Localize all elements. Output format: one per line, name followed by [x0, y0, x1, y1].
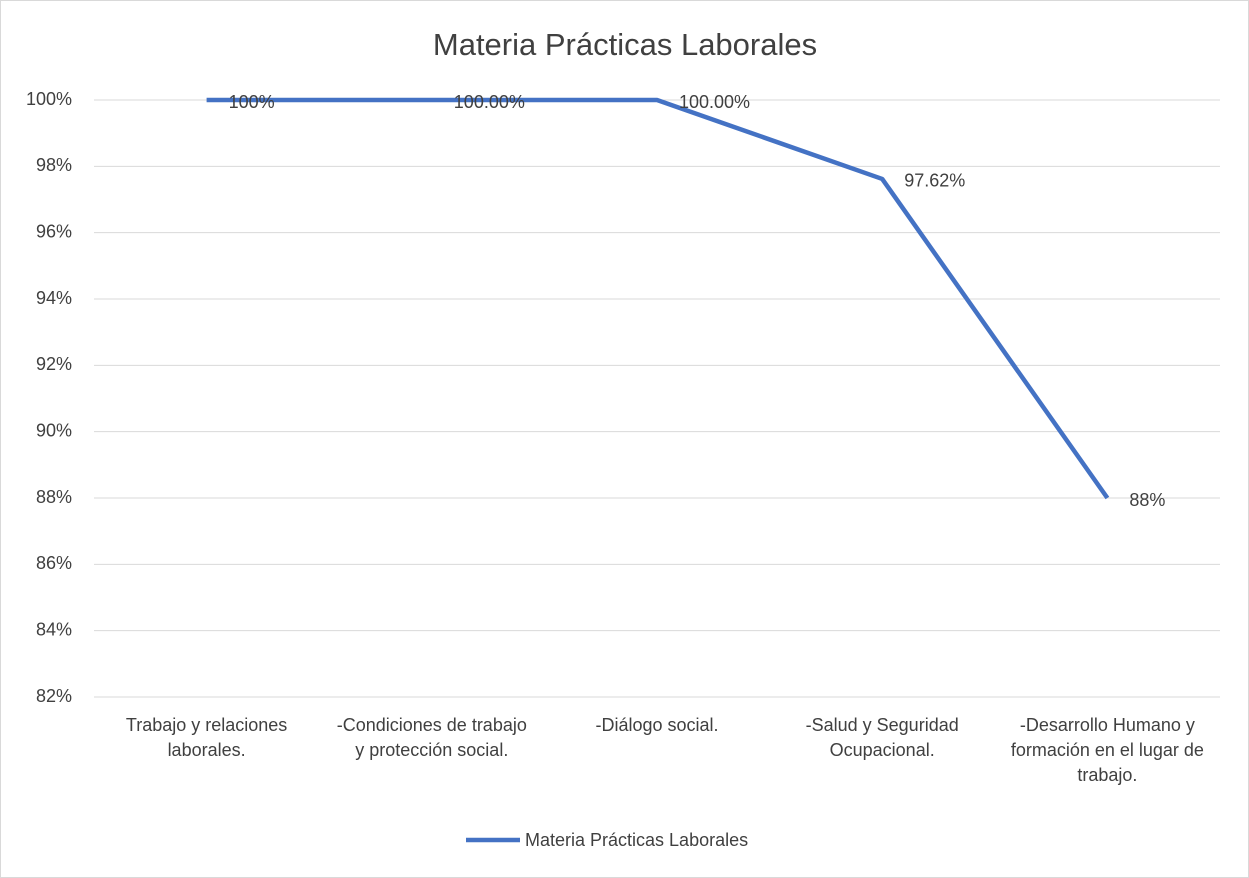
x-tick-label: Trabajo y relaciones laborales. — [125, 715, 288, 760]
data-label: 97.62% — [904, 171, 965, 191]
data-label: 100.00% — [454, 92, 525, 112]
x-tick-label: -Desarrollo Humano y formación en el lug… — [1010, 715, 1204, 785]
data-label: 88% — [1129, 490, 1165, 510]
x-tick-label: -Diálogo social. — [595, 715, 719, 735]
line — [206, 97, 1110, 500]
y-tick-label: 84% — [36, 619, 72, 639]
y-tick-label: 92% — [36, 354, 72, 374]
data-label: 100.00% — [679, 92, 750, 112]
y-tick-label: 90% — [36, 420, 72, 440]
x-tick-label: -Salud y Seguridad Ocupacional. — [805, 715, 959, 760]
data-label: 100% — [229, 92, 275, 112]
chart-title: Materia Prácticas Laborales — [433, 27, 817, 62]
y-tick-label: 98% — [36, 155, 72, 175]
y-tick-label: 88% — [36, 487, 72, 507]
x-tick-label: -Condiciones de trabajo y protección soc… — [336, 715, 527, 760]
y-tick-label: 94% — [36, 288, 72, 308]
y-tick-label: 82% — [36, 686, 72, 706]
y-tick-label: 100% — [26, 89, 72, 109]
y-tick-label: 86% — [36, 553, 72, 573]
legend-label: Materia Prácticas Laborales — [525, 830, 748, 850]
y-tick-label: 96% — [36, 221, 72, 241]
